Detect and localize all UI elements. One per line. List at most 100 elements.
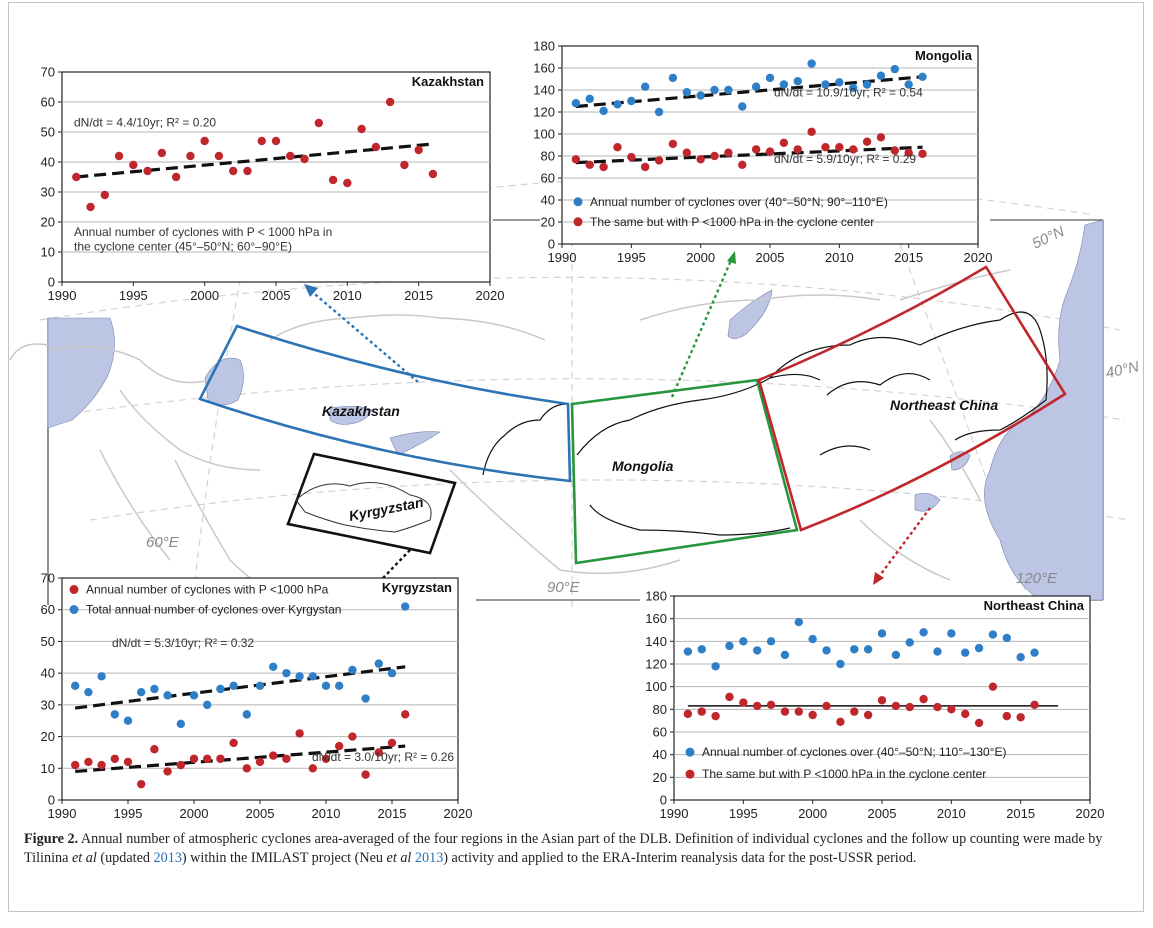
- northeast-china-series2-point: [1030, 700, 1039, 709]
- kyrgyzstan-series1-point: [97, 760, 106, 770]
- mongolia-series1-point: [862, 80, 872, 89]
- kyrgyzstan-ytick-label: 60: [41, 602, 55, 617]
- kyrgyzstan-ytick-label: 50: [41, 634, 55, 649]
- northeast-china-series2-point: [877, 696, 887, 705]
- northeast-china-series1-point: [961, 648, 970, 657]
- kyrgyzstan-series2-point: [71, 681, 80, 691]
- water-bodies: [47, 219, 1104, 601]
- northeast-china-series2-point: [711, 711, 720, 721]
- mongolia-series2-point: [821, 143, 830, 152]
- northeast-china-series1-point: [891, 650, 901, 660]
- mongolia-xtick-label: 2020: [964, 250, 993, 265]
- kazakhstan-series1-point: [243, 166, 252, 176]
- northeast-china-xtick-label: 1995: [729, 806, 758, 821]
- caption-year-link-2[interactable]: 2013: [414, 849, 444, 866]
- mongolia-series2-point: [918, 149, 927, 158]
- kyrgyzstan-series1-point: [387, 738, 397, 748]
- kyrgyzstan-series2-point: [189, 691, 199, 700]
- region-internal-borders: [482, 311, 1048, 536]
- kyrgyzstan-series2-point: [374, 659, 383, 668]
- mongolia-map-label: Mongolia: [612, 458, 674, 474]
- kazakhstan-series1-point: [414, 145, 423, 155]
- kyrgyzstan-xtick-label: 2020: [444, 806, 473, 821]
- northeast-china-series2-point: [683, 709, 693, 719]
- kyrgyzstan-series1-point: [137, 779, 146, 789]
- kazakhstan-series1-point: [257, 136, 266, 146]
- mongolia-xtick-label: 2000: [686, 250, 715, 265]
- mongolia-ytick-label: 60: [541, 171, 555, 186]
- mongolia-series2-point: [599, 162, 608, 172]
- kazakhstan-ytick-label: 10: [41, 245, 55, 260]
- kyrgyzstan-legend-label: Total annual number of cyclones over Kyr…: [86, 603, 341, 617]
- kyrgyzstan-series1-point: [71, 760, 80, 770]
- kyrgyzstan-xtick-label: 1995: [114, 806, 143, 821]
- kazakhstan-xtick-label: 2000: [190, 288, 219, 303]
- northeast-china-series2-point: [753, 701, 762, 711]
- kazakhstan-series1-point: [100, 190, 110, 200]
- northeast-china-series2-point: [766, 700, 776, 709]
- mongolia-annotation-trend-2: dN/dt = 5.9/10yr; R² = 0.29: [774, 152, 916, 166]
- northeast-china-chart-title: Northeast China: [984, 598, 1085, 613]
- mongolia-series2-point: [613, 143, 622, 152]
- kyrgyzstan-series2-point: [84, 687, 93, 697]
- kazakhstan-series1-point: [86, 202, 95, 212]
- northeast-china-ytick-label: 40: [653, 747, 667, 762]
- northeast-china-series2-point: [905, 702, 914, 712]
- kazakhstan-xtick-label: 1995: [119, 288, 148, 303]
- mongolia-series2-point: [862, 137, 872, 146]
- mongolia-series2-point: [668, 139, 678, 149]
- northeast-china-ytick-label: 120: [645, 657, 667, 672]
- mongolia-series2-point: [654, 156, 664, 165]
- mongolia-legend-label: The same but with P <1000 hPa in the cyc…: [590, 215, 874, 229]
- kyrgyzstan-series2-point: [97, 672, 106, 681]
- kazakhstan-ytick-label: 0: [48, 275, 55, 290]
- mongolia-ytick-label: 0: [548, 237, 555, 252]
- northeast-china-series1-point: [988, 630, 998, 639]
- mongolia-series1-point: [668, 73, 678, 83]
- northeast-china-ytick-label: 140: [645, 634, 667, 649]
- mongolia-legend-marker: [573, 197, 583, 207]
- northeast-china-series1-point: [947, 629, 956, 638]
- figure-caption: Figure 2. Annual number of atmospheric c…: [24, 830, 1124, 867]
- northeast-china-ytick-label: 80: [653, 702, 667, 717]
- kazakhstan-ytick-label: 20: [41, 215, 55, 230]
- mongolia-series1-point: [835, 78, 844, 87]
- mongolia-series2-point: [904, 148, 913, 157]
- northeast-china-series1-point: [905, 638, 914, 647]
- mongolia-series1-point: [710, 85, 719, 95]
- kyrgyzstan-annotation-trend-1: dN/dt = 5.3/10yr; R² = 0.32: [112, 636, 254, 650]
- mongolia-series1-point: [793, 77, 802, 86]
- mongolia-series1-point: [765, 73, 775, 83]
- kazakhstan-ytick-label: 50: [41, 125, 55, 140]
- kyrgyzstan-series1-point: [269, 751, 278, 760]
- kyrgyzstan-legend-marker: [69, 585, 79, 595]
- kyrgyzstan-xtick-label: 2015: [378, 806, 407, 821]
- northeast-china-series1-point: [877, 629, 887, 638]
- northeast-china-series2-point: [739, 698, 748, 707]
- northeast-china-series1-point: [683, 647, 693, 656]
- kazakhstan-series1-point: [371, 142, 381, 152]
- kazakhstan-ytick-label: 40: [41, 155, 55, 170]
- mongolia-series2-point: [696, 155, 705, 164]
- kyrgyzstan-series2-point: [335, 681, 344, 691]
- mongolia-series2-point: [835, 143, 844, 152]
- mongolia-ytick-label: 160: [533, 61, 555, 76]
- northeast-china-legend-marker: [685, 747, 695, 757]
- kazakhstan-annotation-note-2: the cyclone center (45°–50°N; 60°–90°E): [74, 240, 292, 254]
- kyrgyzstan-series1-point: [401, 710, 410, 719]
- mongolia-series2-point: [890, 146, 899, 155]
- lon-90-label: 90°E: [547, 579, 581, 596]
- mongolia-xtick-label: 1995: [617, 250, 646, 265]
- caption-year-link-1[interactable]: 2013: [153, 849, 182, 866]
- kyrgyzstan-series1-point: [110, 754, 120, 763]
- kyrgyzstan-outline: [295, 482, 432, 533]
- kyrgyzstan-series1-point: [123, 757, 133, 767]
- kazakhstan-series1-point: [314, 118, 323, 128]
- mongolia-series2-point: [710, 151, 719, 161]
- northeast-china-xtick-label: 2020: [1076, 806, 1105, 821]
- northeast-china-xtick-label: 2015: [1006, 806, 1035, 821]
- kyrgyzstan-series1-point: [335, 741, 344, 751]
- northeast-china-series1-point: [919, 628, 928, 637]
- lon-120-label: 120°E: [1016, 570, 1058, 587]
- mongolia-series1-point: [696, 91, 705, 100]
